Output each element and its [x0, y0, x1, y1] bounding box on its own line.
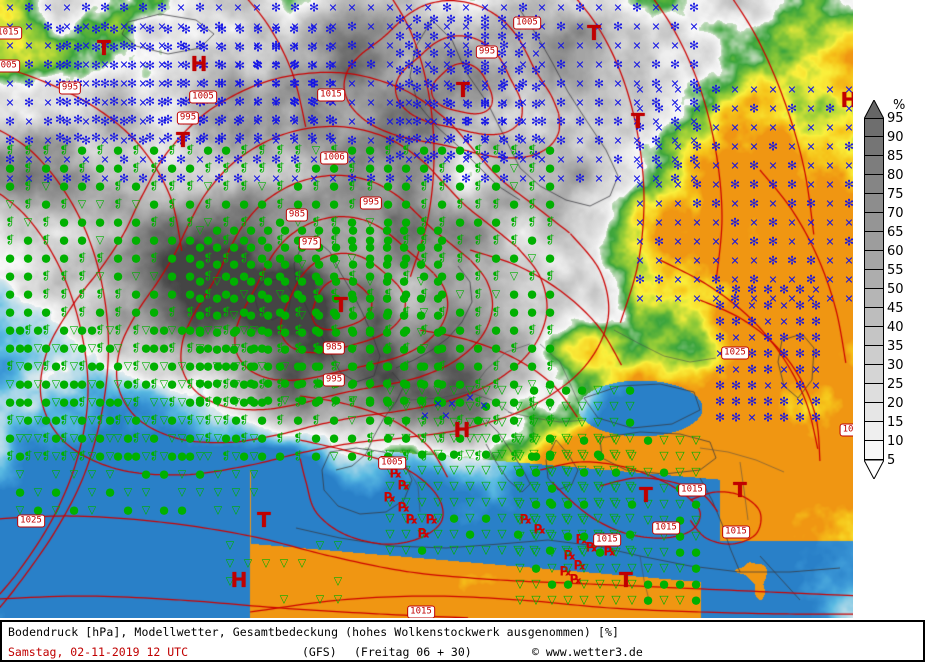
legend-segment: [864, 308, 884, 327]
legend-segment: [864, 156, 884, 175]
legend-tick-label: 50: [887, 282, 904, 297]
legend-bottom-arrow: [864, 460, 884, 479]
legend-segment: [864, 365, 884, 384]
legend-tick-label: 45: [887, 301, 904, 316]
legend-segment: [864, 118, 884, 137]
legend-tick-label: 55: [887, 263, 904, 278]
legend-segment: [864, 327, 884, 346]
legend-segment: [864, 403, 884, 422]
legend-tick-label: 5: [887, 453, 896, 468]
cloud-cover-legend: % 95 90 85 80 75 70 65 60 55 50 45 40 35 30 25 20 15 10 5: [856, 0, 925, 618]
legend-segment: [864, 175, 884, 194]
legend-segment: [864, 441, 884, 460]
legend-tick-label: 35: [887, 339, 904, 354]
run-datetime: Samstag, 02-11-2019 12 UTC: [8, 645, 189, 659]
legend-segment: [864, 289, 884, 308]
legend-top-arrow: [864, 100, 884, 119]
legend-tick-label: 30: [887, 358, 904, 373]
legend-segment: [864, 270, 884, 289]
legend-tick-label: 65: [887, 225, 904, 240]
legend-tick-label: 25: [887, 377, 904, 392]
legend-gradient-bar: [864, 118, 884, 460]
valid-time: (Freitag 06 + 30): [354, 645, 472, 659]
legend-segment: [864, 213, 884, 232]
legend-tick-label: 60: [887, 244, 904, 259]
legend-tick-label: 15: [887, 415, 904, 430]
legend-segment: [864, 194, 884, 213]
legend-segment: [864, 251, 884, 270]
legend-tick-label: 70: [887, 206, 904, 221]
legend-tick-label: 40: [887, 320, 904, 335]
legend-tick-label: 85: [887, 149, 904, 164]
copyright-notice: © www.wetter3.de: [532, 645, 643, 659]
weather-map-panel[interactable]: ✕ ✻ ✕ ✕ ✻ ✻ ✻ ✻ ✻ ✕ ✻ ✕ ✕ ✕ ✻ ✻ ✻ ✕ ✕ ✕ ✕ ✕ ✕ ✻ ✕ ✕ ✕ ✻ ✕ ✕ ✻ ✕ ✕ ✻ ✕ ✕ ✻ ✕ ✕ ✻…: [0, 0, 853, 618]
cloud-cover-raster: [0, 0, 853, 618]
legend-segment: [864, 384, 884, 403]
legend-tick-label: 80: [887, 168, 904, 183]
legend-segment: [864, 346, 884, 365]
legend-tick-label: 10: [887, 434, 904, 449]
map-footer: Bodendruck [hPa], Modellwetter, Gesamtbe…: [0, 620, 925, 662]
legend-tick-label: 75: [887, 187, 904, 202]
legend-segment: [864, 232, 884, 251]
legend-tick-label: 95: [887, 111, 904, 126]
legend-unit-label: %: [893, 98, 906, 113]
model-name: (GFS): [302, 645, 337, 659]
legend-tick-label: 90: [887, 130, 904, 145]
legend-tick-label: 20: [887, 396, 904, 411]
legend-segment: [864, 137, 884, 156]
product-description: Bodendruck [hPa], Modellwetter, Gesamtbe…: [8, 625, 620, 639]
legend-segment: [864, 422, 884, 441]
